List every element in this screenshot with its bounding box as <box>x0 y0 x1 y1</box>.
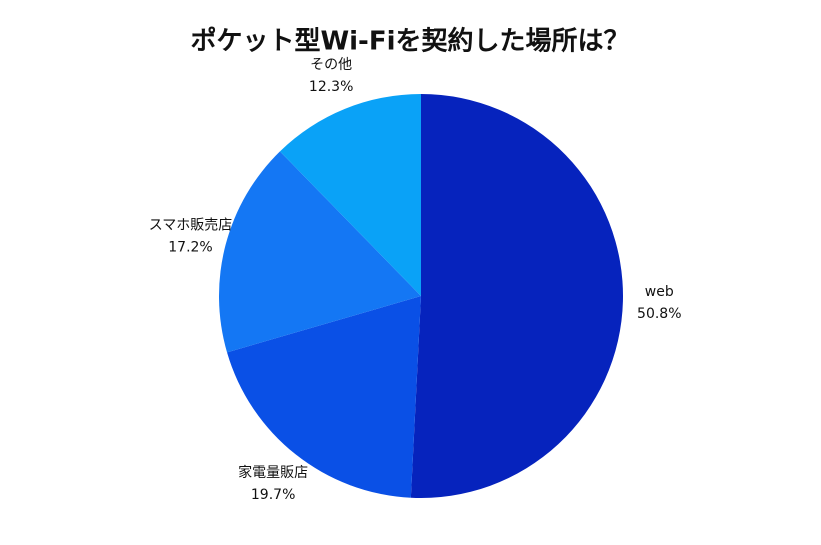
pie-slice <box>219 151 421 353</box>
slice-value-label: 19.7% <box>251 487 295 503</box>
slice-label: スマホ販売店 <box>149 217 233 233</box>
chart-title: ポケット型Wi-Fiを契約した場所は？ <box>190 26 629 57</box>
slice-label: 家電量販店 <box>238 464 308 481</box>
slice-value-label: 12.3% <box>309 79 353 95</box>
slice-value-label: 17.2% <box>168 239 212 255</box>
pie-slice <box>227 296 421 498</box>
pie-slice <box>279 94 421 296</box>
slice-value-label: 50.8% <box>637 306 681 322</box>
slice-label: その他 <box>310 57 352 73</box>
slice-label: web <box>645 284 674 300</box>
pie-slice <box>410 94 624 499</box>
